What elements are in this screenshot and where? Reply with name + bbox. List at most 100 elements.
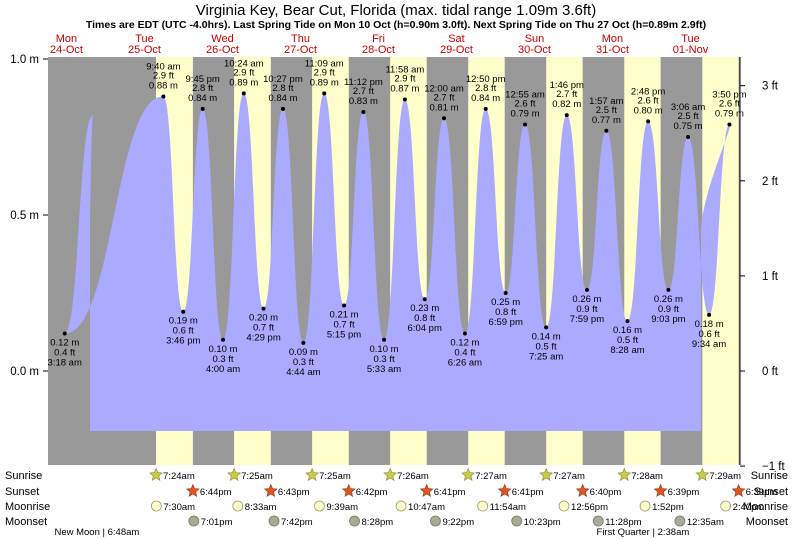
tide-point [402, 97, 407, 102]
y-tick-label-right: 0 ft [762, 366, 779, 378]
tide-label: 3:50 pm [712, 90, 746, 101]
moon-phase: First Quarter | 2:38am [597, 527, 690, 538]
tide-label: 0.77 m [592, 115, 621, 126]
tide-label: 2:48 pm [631, 86, 665, 97]
tide-point [361, 110, 366, 115]
tide-label: 2.9 ft [153, 70, 174, 81]
moonset-icon [592, 515, 604, 527]
moonrise-time: 9:39am [326, 502, 358, 513]
tide-label: 2.8 ft [475, 83, 496, 94]
tide-point [200, 106, 205, 111]
tide-label: 0.79 m [715, 109, 744, 120]
tide-label: 3:18 am [48, 358, 82, 369]
sunrise-time: 7:24am [163, 471, 195, 482]
moonset-time: 9:22pm [442, 517, 474, 528]
tide-label: 3:06 am [671, 102, 705, 113]
moonset-time: 7:42pm [281, 517, 313, 528]
tide-label: 0.09 m [289, 347, 318, 358]
tide-label: 2.9 ft [394, 74, 415, 85]
tide-point [686, 135, 691, 139]
day-label-date: 26-Oct [206, 44, 239, 56]
tide-label: 0.84 m [471, 93, 500, 104]
tide-label: 9:45 pm [186, 74, 220, 85]
tide-point [241, 91, 246, 96]
sunrise-time: 7:26am [397, 471, 429, 482]
sunset-icon [497, 483, 512, 497]
tide-point [301, 340, 306, 345]
y-tick-label-right: −1 ft [762, 461, 786, 473]
tide-label: 0.87 m [390, 84, 419, 95]
sunset-icon [341, 483, 356, 497]
sunset-icon [653, 483, 668, 497]
tide-point [666, 287, 671, 292]
tide-point [564, 113, 569, 118]
moonrise-time: 10:47am [408, 502, 445, 513]
tide-point [707, 312, 712, 317]
row-label-moonrise-right: Moonrise [743, 501, 788, 513]
tide-label: 2.6 ft [514, 99, 535, 110]
tide-point [584, 287, 589, 292]
tide-label: 0.79 m [510, 109, 539, 120]
tide-label: 0.83 m [349, 96, 378, 107]
sunrise-icon [227, 467, 242, 481]
sunset-icon [731, 483, 746, 497]
tide-label: 2.9 ft [314, 67, 335, 78]
row-label-moonset: Moonset [5, 516, 47, 528]
sunset-time: 6:43pm [278, 487, 310, 498]
tide-label: 0.5 ft [536, 341, 557, 352]
tide-label: 2.5 ft [596, 105, 617, 116]
y-tick-label-right: 1 ft [762, 271, 779, 283]
tide-label: 0.14 m [532, 331, 561, 342]
tide-label: 6:59 pm [489, 317, 523, 328]
tide-label: 0.6 ft [173, 326, 194, 337]
day-label-date: 28-Oct [362, 44, 395, 56]
moonset-icon [349, 515, 360, 527]
tide-label: 6:26 am [448, 358, 482, 369]
moonrise-icon [150, 500, 162, 512]
tide-label: 2.8 ft [272, 83, 293, 94]
y-axis-left: 1.0 m 0.5 m 0.0 m [10, 54, 48, 378]
tide-label: 4:00 am [206, 364, 240, 375]
tide-label: 0.4 ft [454, 348, 475, 359]
moonrise-time: 2:40pm [733, 502, 765, 513]
tide-label: 0.84 m [188, 93, 217, 104]
tide-point [646, 119, 651, 124]
sunset-time: 6:39pm [746, 487, 778, 498]
sunrise-time: 7:25am [319, 471, 351, 482]
sunrise-time: 7:27am [475, 471, 507, 482]
tide-label: 2.9 ft [233, 67, 254, 78]
row-label-sunset: Sunset [5, 486, 39, 498]
tide-label: 9:40 am [146, 61, 180, 72]
tide-label: 0.80 m [634, 105, 663, 116]
tide-point [181, 309, 186, 314]
y-tick-label-left: 0.0 m [10, 366, 39, 378]
tide-label: 0.16 m [613, 325, 642, 336]
tide-label: 2.6 ft [638, 95, 659, 106]
moonrise-icon [232, 500, 244, 512]
moonrise-icon [639, 500, 651, 512]
tide-area [64, 93, 730, 431]
moonset-time: 10:23pm [524, 517, 561, 528]
sunrise-time: 7:27am [553, 471, 585, 482]
moonset-time: 11:28pm [605, 517, 641, 528]
tide-label: 0.89 m [310, 77, 339, 88]
tide-label: 0.82 m [552, 99, 581, 110]
day-label-dow: Sun [525, 33, 545, 45]
day-label-date: 30-Oct [518, 44, 551, 56]
tide-label: 7:25 am [529, 351, 563, 362]
tide-label: 2.7 ft [433, 92, 454, 103]
tide-label: 0.18 m [695, 319, 724, 330]
tide-label: 7:59 pm [570, 314, 604, 325]
tide-label: 0.7 ft [334, 319, 355, 330]
moonset-icon [674, 515, 686, 527]
tide-point [522, 122, 527, 127]
row-label-sunset-right: Sunset [754, 486, 788, 498]
day-label-dow: Thu [291, 33, 310, 45]
sunrise-icon [305, 467, 320, 481]
sunset-icon [263, 483, 278, 497]
moonrise-time: 8:33am [245, 502, 277, 513]
moonrise-icon [720, 500, 732, 512]
tide-label: 0.5 ft [617, 335, 638, 346]
moonrise-icon [477, 500, 489, 512]
